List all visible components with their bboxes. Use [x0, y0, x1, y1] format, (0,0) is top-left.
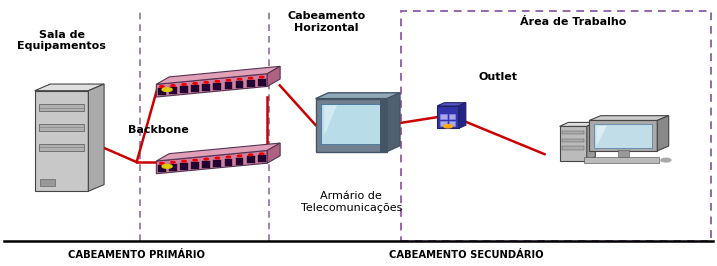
- Circle shape: [215, 81, 219, 82]
- Circle shape: [260, 76, 264, 78]
- Bar: [584, 157, 659, 163]
- Bar: [449, 121, 455, 126]
- Bar: [236, 157, 243, 165]
- Polygon shape: [657, 116, 669, 151]
- Bar: [380, 99, 387, 152]
- Bar: [39, 104, 84, 111]
- Circle shape: [237, 78, 242, 80]
- Bar: [214, 83, 222, 90]
- Circle shape: [171, 85, 175, 86]
- Bar: [449, 114, 455, 119]
- Polygon shape: [587, 122, 595, 161]
- Bar: [617, 150, 629, 157]
- Text: CABEAMENTO SECUNDÁRIO: CABEAMENTO SECUNDÁRIO: [389, 250, 543, 260]
- Bar: [437, 106, 459, 128]
- Circle shape: [160, 86, 164, 87]
- Bar: [158, 88, 166, 95]
- Bar: [158, 165, 166, 172]
- Circle shape: [260, 153, 264, 155]
- Polygon shape: [156, 151, 267, 174]
- Text: Cabeamento
Horizontal: Cabeamento Horizontal: [288, 11, 366, 33]
- Polygon shape: [559, 122, 595, 126]
- Circle shape: [193, 159, 197, 161]
- Polygon shape: [387, 93, 400, 152]
- Bar: [191, 162, 199, 169]
- Circle shape: [661, 158, 671, 162]
- Bar: [247, 80, 255, 87]
- Bar: [180, 86, 188, 93]
- Polygon shape: [88, 84, 104, 191]
- Bar: [169, 164, 177, 171]
- Bar: [440, 121, 447, 126]
- Bar: [224, 82, 232, 89]
- Polygon shape: [459, 103, 466, 128]
- Polygon shape: [34, 91, 88, 191]
- Bar: [562, 131, 584, 134]
- Circle shape: [227, 80, 231, 81]
- Bar: [202, 84, 210, 91]
- Bar: [247, 156, 255, 164]
- Text: CABEAMENTO PRIMÁRIO: CABEAMENTO PRIMÁRIO: [68, 250, 205, 260]
- Text: Sala de
Equipamentos: Sala de Equipamentos: [17, 30, 106, 51]
- Circle shape: [204, 82, 209, 83]
- Bar: [39, 124, 84, 131]
- Bar: [594, 124, 652, 148]
- Circle shape: [162, 164, 172, 168]
- Text: Área de Trabalho: Área de Trabalho: [520, 17, 627, 27]
- Bar: [224, 159, 232, 166]
- Bar: [169, 87, 177, 94]
- Bar: [236, 81, 243, 88]
- Polygon shape: [156, 143, 280, 161]
- Bar: [321, 104, 381, 144]
- Bar: [191, 85, 199, 92]
- Bar: [258, 155, 265, 163]
- Bar: [589, 120, 657, 151]
- Bar: [315, 99, 387, 152]
- Circle shape: [171, 161, 175, 163]
- Bar: [562, 147, 584, 150]
- Circle shape: [182, 84, 186, 85]
- Circle shape: [160, 163, 164, 164]
- Polygon shape: [267, 143, 280, 163]
- Polygon shape: [156, 66, 280, 84]
- Circle shape: [182, 160, 186, 162]
- Bar: [440, 114, 447, 119]
- Bar: [39, 144, 84, 151]
- Bar: [214, 160, 222, 167]
- Circle shape: [162, 88, 172, 92]
- Bar: [180, 163, 188, 170]
- Polygon shape: [437, 103, 466, 106]
- Polygon shape: [156, 74, 267, 97]
- Circle shape: [227, 156, 231, 158]
- Polygon shape: [34, 84, 104, 91]
- Bar: [559, 126, 587, 161]
- Bar: [202, 161, 210, 168]
- Circle shape: [249, 77, 253, 79]
- Circle shape: [204, 158, 209, 160]
- Circle shape: [249, 154, 253, 156]
- Bar: [258, 79, 265, 86]
- Circle shape: [237, 155, 242, 157]
- Text: Outlet: Outlet: [479, 72, 518, 82]
- Bar: [40, 179, 54, 186]
- Text: Armário de
Telecomunicações: Armário de Telecomunicações: [300, 191, 402, 213]
- Circle shape: [215, 157, 219, 159]
- Polygon shape: [597, 126, 607, 146]
- Text: Backbone: Backbone: [128, 125, 189, 135]
- Bar: [562, 139, 584, 142]
- Circle shape: [444, 125, 452, 128]
- Polygon shape: [267, 66, 280, 86]
- Polygon shape: [589, 116, 669, 120]
- Polygon shape: [315, 93, 400, 99]
- Polygon shape: [324, 105, 337, 136]
- Circle shape: [193, 83, 197, 84]
